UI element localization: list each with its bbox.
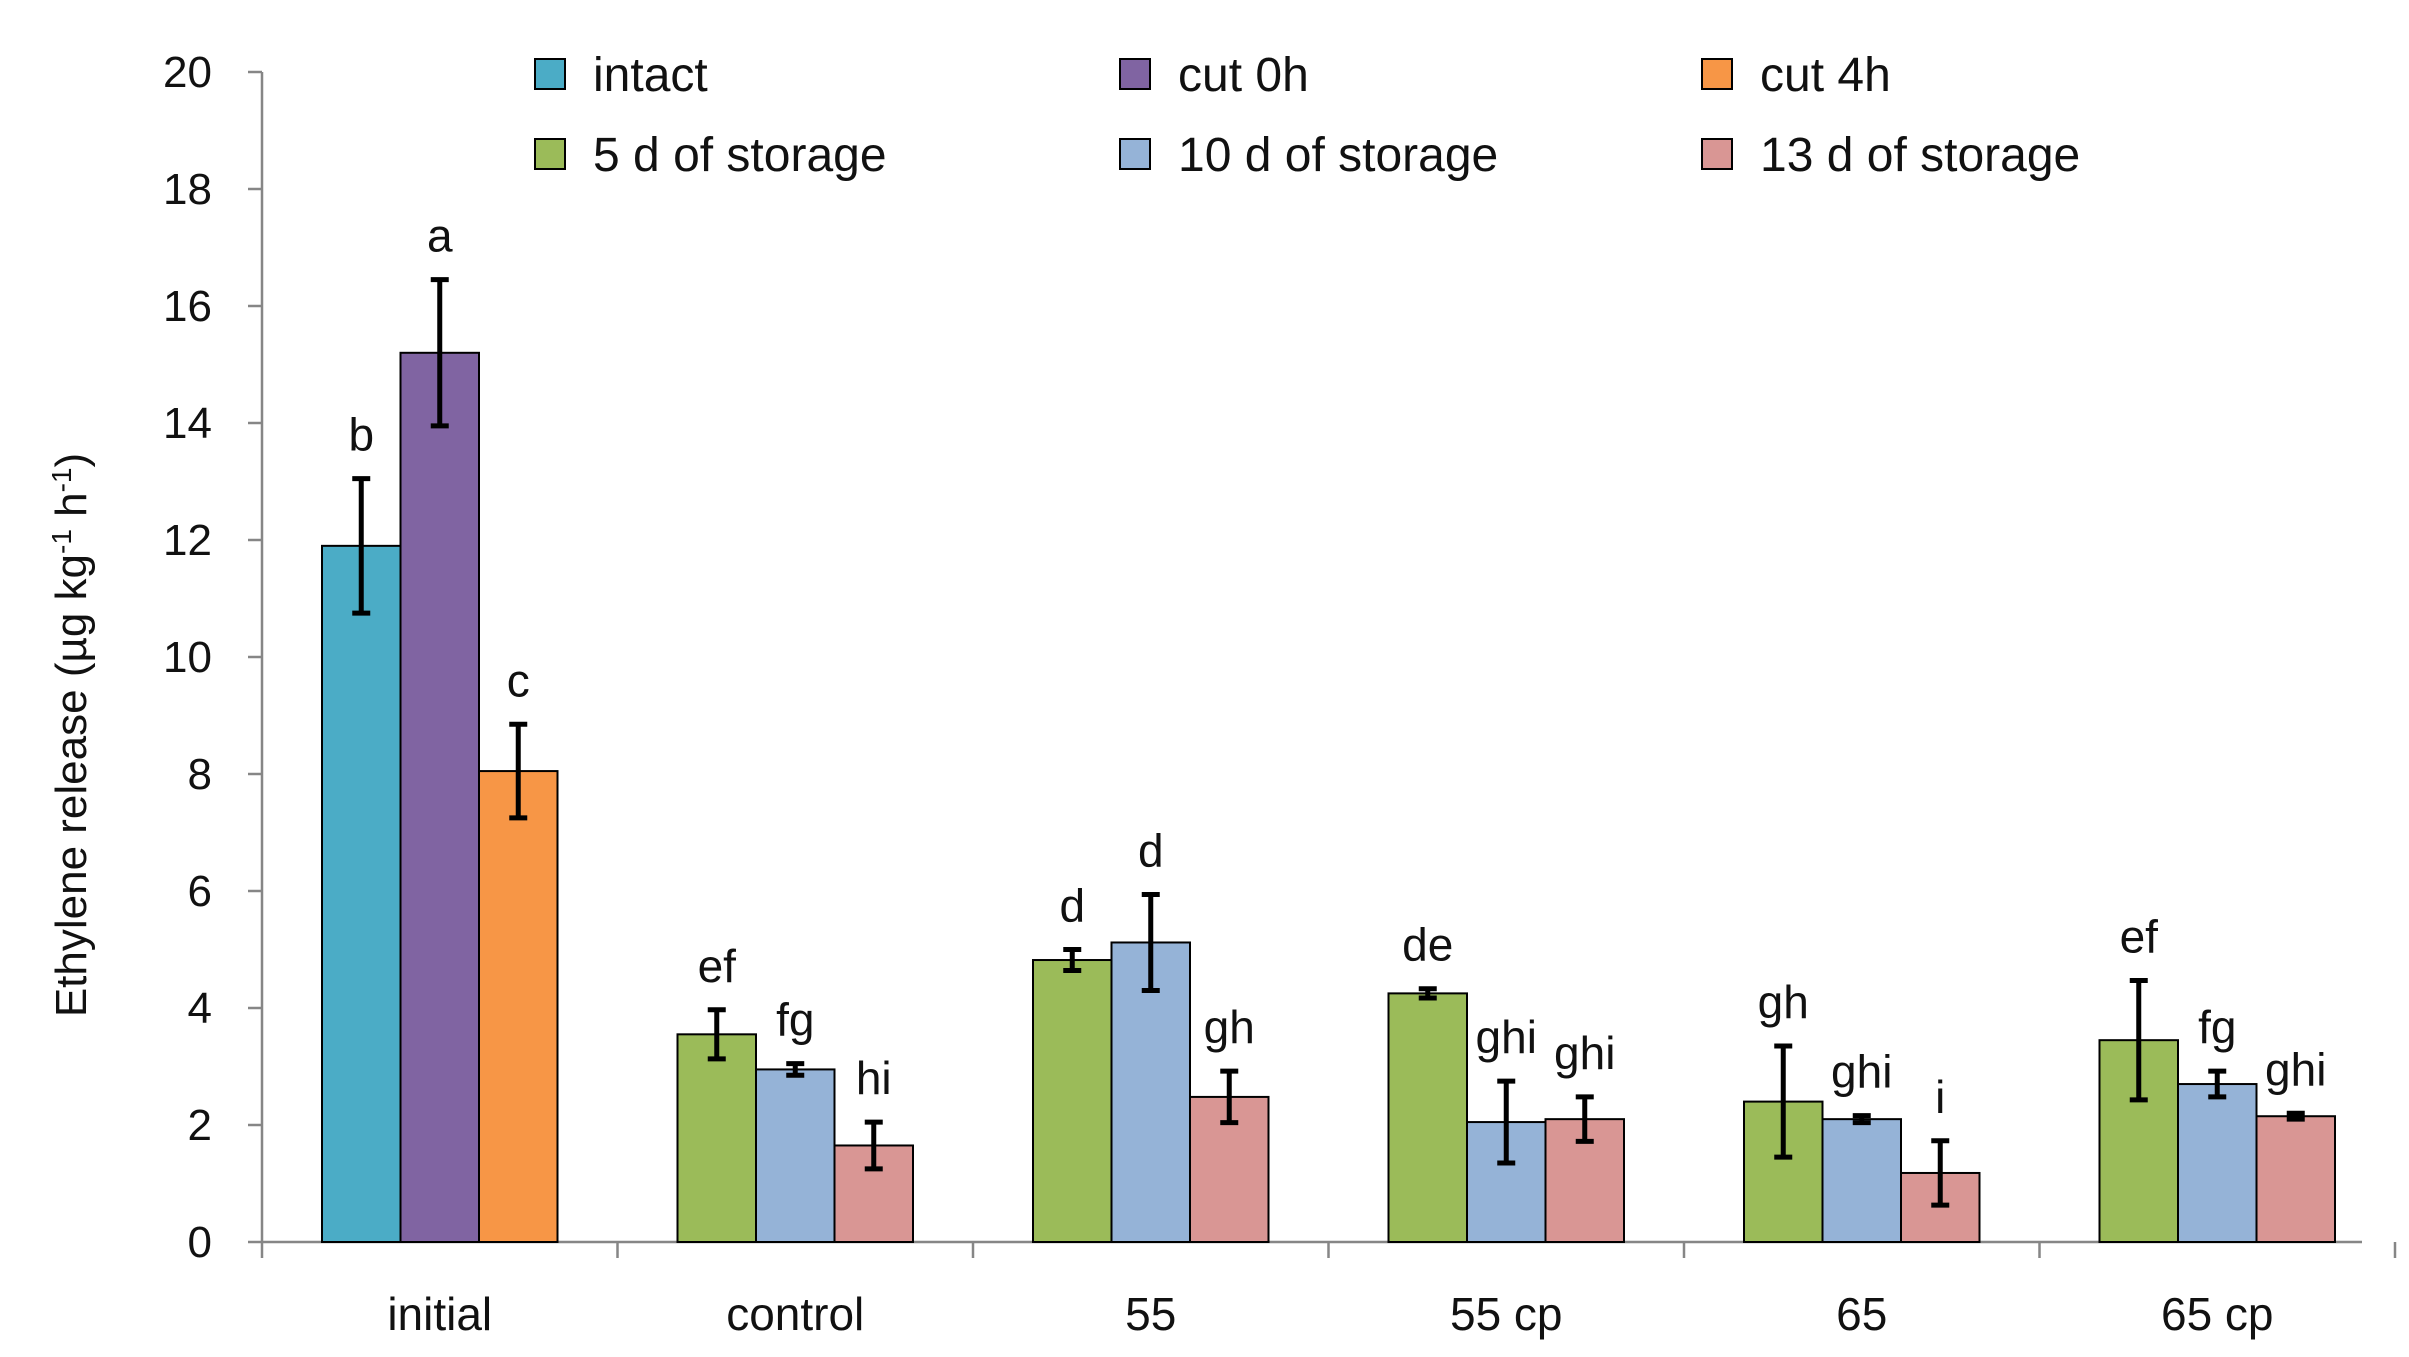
legend-label: cut 4h	[1760, 49, 1891, 102]
y-tick-label: 2	[188, 1101, 212, 1150]
bar	[1821, 1118, 1902, 1244]
y-axis-title: Ethylene release (µg kg-1 h-1)	[46, 453, 97, 1017]
significance-label: de	[1402, 919, 1453, 971]
x-category-label: 55	[1125, 1288, 1176, 1340]
y-tick-label: 4	[188, 984, 212, 1033]
x-category-label: 65 cp	[2161, 1288, 2274, 1340]
significance-label: c	[507, 654, 530, 706]
x-category-label: control	[726, 1288, 864, 1340]
significance-label: i	[1935, 1071, 1945, 1123]
significance-label: a	[427, 210, 453, 262]
significance-label: ghi	[1831, 1046, 1892, 1098]
bar	[478, 770, 559, 1243]
significance-label: fg	[2198, 1001, 2236, 1053]
y-tick-label: 16	[163, 282, 212, 331]
legend-label: 13 d of storage	[1760, 129, 2080, 182]
bar	[2255, 1115, 2336, 1243]
significance-label: ghi	[1476, 1011, 1537, 1063]
y-tick-label: 12	[163, 516, 212, 565]
significance-label: ghi	[1554, 1027, 1615, 1079]
significance-label: hi	[856, 1052, 892, 1104]
bar	[1387, 992, 1468, 1243]
bar	[676, 1033, 757, 1243]
legend-swatch	[534, 138, 566, 170]
bar	[321, 544, 402, 1243]
y-tick-label: 14	[163, 399, 212, 448]
significance-label: d	[1059, 880, 1085, 932]
y-tick-label: 20	[163, 48, 212, 97]
x-category-label: initial	[387, 1288, 492, 1340]
y-tick-label: 0	[188, 1218, 212, 1267]
legend-label: 5 d of storage	[593, 129, 887, 182]
legend-swatch	[1701, 138, 1733, 170]
y-tick-label: 18	[163, 165, 212, 214]
y-tick-label: 6	[188, 867, 212, 916]
legend-label: intact	[593, 49, 708, 102]
bar	[2177, 1083, 2258, 1244]
plot-area: 02468101214161820initialbaccontroleffghi…	[163, 48, 2397, 1340]
y-tick-label: 8	[188, 750, 212, 799]
significance-label: d	[1138, 825, 1164, 877]
legend-label: 10 d of storage	[1178, 129, 1498, 182]
legend-swatch	[1119, 138, 1151, 170]
legend-label: cut 0h	[1178, 49, 1309, 102]
significance-label: gh	[1204, 1001, 1255, 1053]
significance-label: fg	[776, 994, 814, 1046]
x-category-label: 55 cp	[1450, 1288, 1563, 1340]
significance-label: ef	[2120, 911, 2159, 963]
x-category-label: 65	[1836, 1288, 1887, 1340]
legend-swatch	[1701, 58, 1733, 90]
significance-label: ghi	[2265, 1043, 2326, 1095]
legend-swatch	[534, 58, 566, 90]
bar	[1032, 959, 1113, 1244]
significance-label: ef	[698, 940, 737, 992]
legend: intact cut 0h cut 4h 5 d of storage 10 d of …	[534, 49, 2080, 182]
significance-label: b	[348, 409, 374, 461]
legend-swatch	[1119, 58, 1151, 90]
bar	[755, 1068, 836, 1244]
bar	[399, 351, 480, 1243]
significance-label: gh	[1758, 976, 1809, 1028]
y-tick-label: 10	[163, 633, 212, 682]
